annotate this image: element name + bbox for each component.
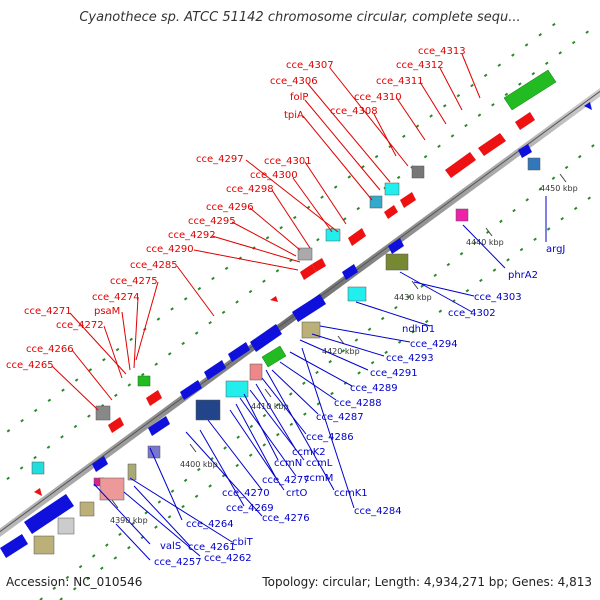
gene-feature [445, 152, 476, 178]
gene-label: cce_4297 [196, 154, 244, 165]
gene-label: cce_4265 [6, 360, 54, 371]
ruler-ticks [111, 173, 567, 509]
red-gene-labels: cce_4313 cce_4312 cce_4307 cce_4311 cce_… [6, 46, 466, 371]
gene-label: folP [290, 92, 308, 103]
gene-label: ccmN [274, 458, 302, 469]
gene-feature [515, 112, 535, 130]
rna-feature [261, 345, 287, 368]
rna-feature [503, 69, 557, 111]
gene-label: cce_4270 [222, 488, 270, 499]
gene-feature [478, 133, 506, 156]
gene-label: cce_4292 [168, 230, 216, 241]
gene-label: cce_4276 [262, 513, 310, 524]
tick-label: 4420 kbp [322, 347, 360, 356]
gene-label: cce_4296 [206, 202, 254, 213]
gene-label: cce_4310 [354, 92, 402, 103]
gene-label: psaM [94, 306, 120, 317]
gene-label: cce_4286 [306, 432, 354, 443]
gene-label: cce_4295 [188, 216, 236, 227]
gene-label: cce_4300 [250, 170, 298, 181]
gene-label: cce_4298 [226, 184, 274, 195]
map-title: Cyanothece sp. ATCC 51142 chromosome cir… [79, 10, 521, 25]
gene-label: cce_4264 [186, 519, 234, 530]
gene-feature [348, 228, 366, 246]
gene-label: cce_4285 [130, 260, 178, 271]
gene-label: cce_4307 [286, 60, 334, 71]
rna-features [137, 69, 557, 387]
gene-label: ndhD1 [402, 324, 435, 335]
gene-label: cce_4312 [396, 60, 444, 71]
gene-label: crtO [286, 488, 308, 499]
gene-label: cce_4266 [26, 344, 74, 355]
gene-label: cce_4272 [56, 320, 104, 331]
genome-summary: Topology: circular; Length: 4,934,271 bp… [262, 575, 592, 589]
gene-feature [146, 390, 162, 406]
gene-label: cce_4303 [474, 292, 522, 303]
tick-label: 4450 kbp [540, 184, 578, 193]
gene-feature [108, 417, 124, 433]
gene-label: cce_4311 [376, 76, 424, 87]
gene-label: cce_4271 [24, 306, 72, 317]
gene-label: ccmL [306, 458, 333, 469]
gene-label: cce_4257 [154, 557, 202, 568]
gene-label: cce_4291 [370, 368, 418, 379]
gene-label: cce_4313 [418, 46, 466, 57]
gene-label: ccmM [304, 473, 333, 484]
gene-label: cce_4275 [110, 276, 158, 287]
gene-label: cce_4261 [188, 542, 236, 553]
gene-label: cce_4308 [330, 106, 378, 117]
gene-feature [34, 488, 42, 496]
gene-label: cce_4294 [410, 339, 458, 350]
gene-label: cce_4306 [270, 76, 318, 87]
gene-label: cce_4262 [204, 553, 252, 564]
gene-label: cce_4301 [264, 156, 312, 167]
rna-feature [137, 375, 151, 387]
gene-label: phrA2 [508, 270, 538, 281]
gene-feature [312, 258, 326, 272]
tick-label: 4400 kbp [180, 460, 218, 469]
gene-label: argJ [546, 244, 565, 255]
gene-label: cbiT [232, 537, 254, 548]
gene-label: valS [160, 541, 181, 552]
gene-label: cce_4284 [354, 506, 402, 517]
blue-leader-lines [93, 196, 547, 561]
gene-label: tpiA [284, 110, 304, 121]
gene-label: cce_4269 [226, 503, 274, 514]
gene-feature [384, 205, 398, 219]
guide-rings [0, 19, 600, 600]
gene-label: cce_4289 [350, 383, 398, 394]
gene-label: cce_4277 [262, 475, 310, 486]
tick-label: 4390 kbp [110, 516, 148, 525]
gene-label: cce_4293 [386, 353, 434, 364]
gene-label: ccmK2 [292, 447, 326, 458]
blue-gene-labels: argJ phrA2 cce_4303 cce_4302 ndhD1 cce_4… [154, 244, 565, 568]
forward-genes [34, 112, 535, 496]
gene-feature [400, 192, 416, 208]
accession-text: Accession: NC_010546 [6, 575, 143, 589]
tick-label: 4440 kbp [466, 238, 504, 247]
gene-label: cce_4274 [92, 292, 140, 303]
gene-label: cce_4288 [334, 398, 382, 409]
gene-label: cce_4290 [146, 244, 194, 255]
reverse-genes [0, 102, 592, 558]
gene-feature [270, 296, 278, 302]
gene-label: cce_4302 [448, 308, 496, 319]
gene-label: ccmK1 [334, 488, 368, 499]
tick-label: 4430 kbp [394, 293, 432, 302]
red-leader-lines [51, 53, 481, 411]
gene-label: cce_4287 [316, 412, 364, 423]
gene-feature [300, 264, 316, 280]
